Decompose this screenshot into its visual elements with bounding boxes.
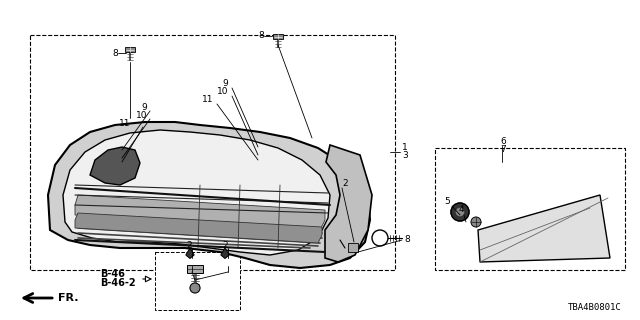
Circle shape [451,203,469,221]
Text: 2: 2 [186,241,192,250]
Polygon shape [348,243,358,252]
Polygon shape [125,47,135,52]
Text: 10: 10 [216,87,228,97]
Text: 4: 4 [458,205,464,214]
Polygon shape [186,248,194,259]
Polygon shape [478,195,610,262]
Circle shape [471,217,481,227]
Text: 2: 2 [342,179,348,188]
Polygon shape [48,122,370,268]
Polygon shape [221,248,229,259]
Text: 1: 1 [402,143,408,153]
Text: FR.: FR. [58,293,79,303]
Text: 6: 6 [500,138,506,147]
Text: TBA4B0801C: TBA4B0801C [568,303,622,312]
Text: 8: 8 [259,31,264,41]
Circle shape [190,283,200,293]
Polygon shape [187,265,203,273]
Polygon shape [75,195,325,230]
Circle shape [456,208,463,216]
Text: 9: 9 [222,79,228,89]
Bar [155,252,240,310]
Text: 2: 2 [222,241,228,250]
Text: 8: 8 [404,236,410,244]
Text: B-46-2: B-46-2 [100,278,136,288]
Text: 5: 5 [444,197,450,206]
Polygon shape [325,145,372,262]
Polygon shape [63,130,330,255]
Polygon shape [273,34,283,39]
Text: 3: 3 [402,151,408,161]
Text: 11: 11 [202,95,213,105]
Text: 7: 7 [500,146,506,155]
Text: 8: 8 [112,49,118,58]
Bar [435,148,625,270]
Bar [30,35,395,270]
Polygon shape [75,213,322,243]
Text: B-46: B-46 [100,269,125,279]
Text: 10: 10 [136,110,147,119]
Polygon shape [90,147,140,185]
Text: 11: 11 [118,118,130,127]
Text: 9: 9 [141,102,147,111]
